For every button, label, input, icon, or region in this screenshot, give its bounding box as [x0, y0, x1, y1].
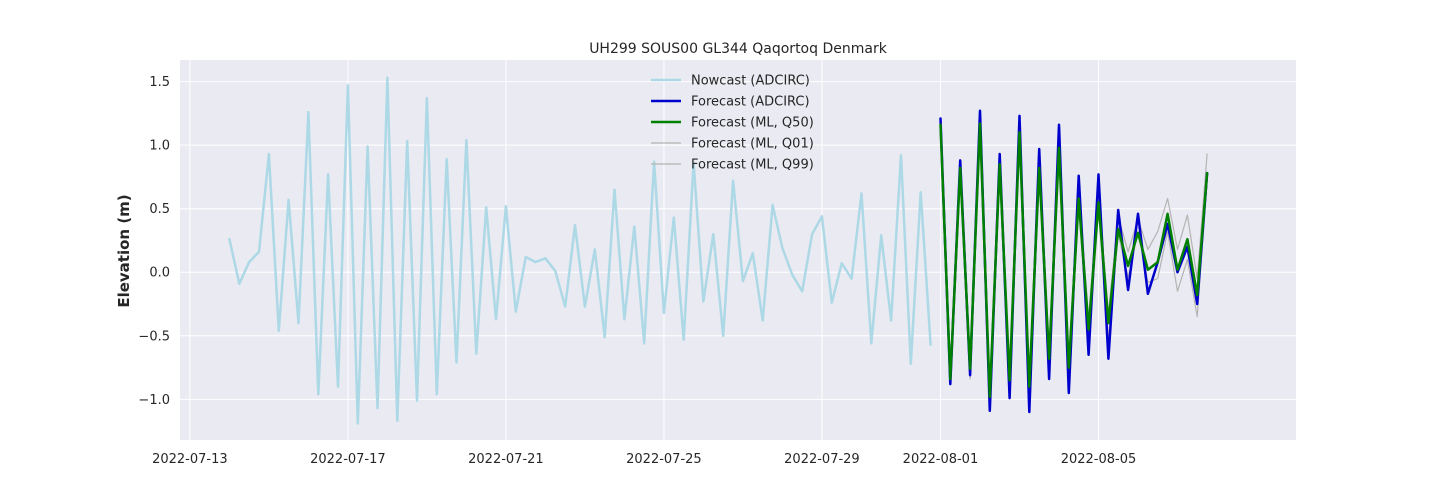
legend-label: Forecast (ADCIRC) [691, 95, 810, 110]
y-tick-label: −1.0 [138, 393, 170, 408]
legend: Nowcast (ADCIRC) Forecast (ADCIRC) Forecas… [651, 74, 814, 173]
x-tick-label: 2022-07-13 [152, 452, 228, 467]
y-tick-label: 0.5 [149, 202, 170, 217]
x-axis: 2022-07-13 2022-07-17 2022-07-21 2022-07-25… [152, 452, 1136, 467]
series-line-forecast-ml-q50 [939, 122, 1209, 399]
y-axis-label: Elevation (m) [115, 194, 133, 307]
chart-title: UH299 SOUS00 GL344 Qaqortoq Denmark [589, 41, 888, 57]
series-line-nowcast-adcirc [228, 76, 932, 425]
x-tick-label: 2022-07-17 [310, 452, 386, 467]
legend-label: Nowcast (ADCIRC) [691, 74, 810, 89]
x-tick-label: 2022-07-25 [626, 452, 702, 467]
legend-label: Forecast (ML, Q01) [691, 137, 814, 152]
x-tick-label: 2022-07-21 [468, 452, 544, 467]
y-tick-label: 1.5 [149, 75, 170, 90]
y-axis: −1.0 −0.5 0.0 0.5 1.0 1.5 [138, 75, 170, 408]
legend-label: Forecast (ML, Q50) [691, 116, 814, 131]
x-tick-label: 2022-08-05 [1061, 452, 1137, 467]
series-layer [228, 76, 1209, 425]
x-tick-label: 2022-07-29 [784, 452, 860, 467]
y-tick-label: 1.0 [149, 139, 170, 154]
y-tick-label: 0.0 [149, 266, 170, 281]
plot-background [180, 60, 1296, 440]
x-tick-label: 2022-08-01 [903, 452, 979, 467]
y-tick-label: −0.5 [138, 329, 170, 344]
legend-label: Forecast (ML, Q99) [691, 158, 814, 173]
